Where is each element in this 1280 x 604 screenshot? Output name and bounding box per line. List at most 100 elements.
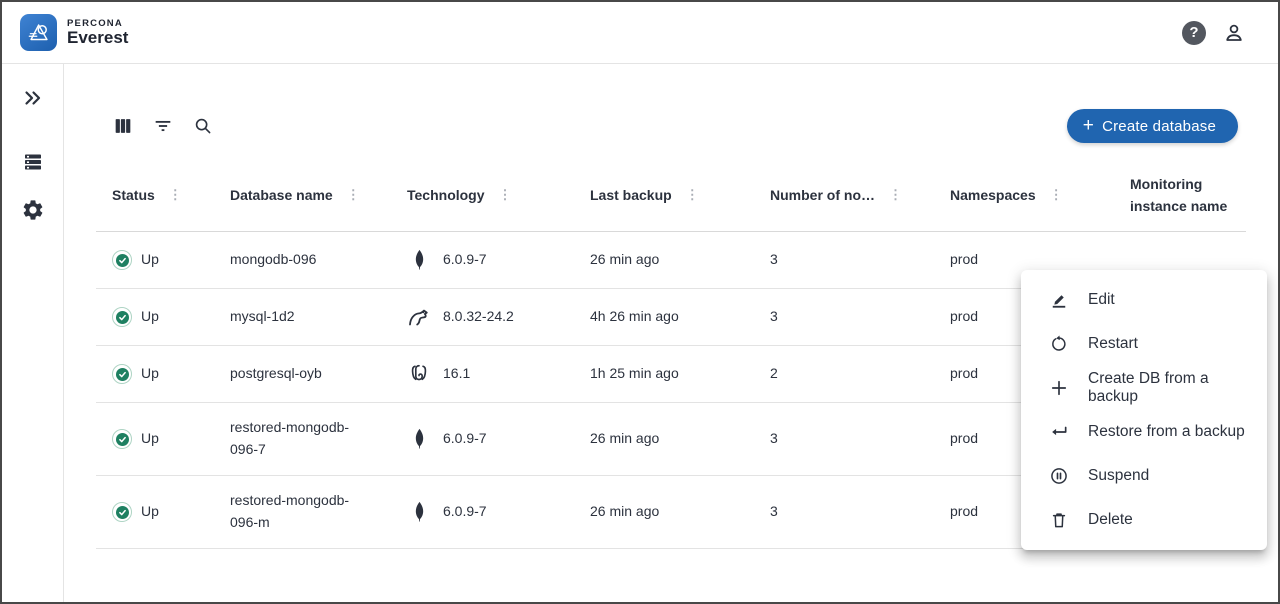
menu-item-label: Delete bbox=[1088, 511, 1133, 528]
table-row[interactable]: Up restored-mongodb-096-m 6.0.9-7 26 min… bbox=[96, 476, 1246, 549]
table-row[interactable]: Up mongodb-096 6.0.9-7 26 min ago 3 prod bbox=[96, 232, 1246, 289]
table-toolbar: + Create database bbox=[64, 64, 1278, 154]
mongodb-icon bbox=[407, 247, 431, 273]
menu-item-suspend[interactable]: Suspend bbox=[1021, 454, 1267, 498]
search-button[interactable] bbox=[183, 106, 223, 146]
last-backup: 1h 25 min ago bbox=[590, 365, 679, 382]
search-icon bbox=[195, 118, 211, 134]
plus-icon: + bbox=[1082, 114, 1095, 136]
status-label: Up bbox=[141, 251, 159, 268]
sidebar-item-databases[interactable] bbox=[13, 142, 53, 182]
status-up-icon bbox=[112, 364, 132, 384]
menu-item-label: Edit bbox=[1088, 291, 1115, 308]
column-menu-icon[interactable]: ⋮ bbox=[346, 187, 360, 203]
create-database-label: Create database bbox=[1102, 117, 1216, 135]
brand-everest: Everest bbox=[67, 27, 129, 47]
columns-icon bbox=[115, 119, 131, 133]
technology-version: 8.0.32-24.2 bbox=[443, 308, 514, 325]
column-header-technology: Technology ⋮ bbox=[391, 177, 574, 215]
menu-item-create-db-from-backup[interactable]: Create DB from a backup bbox=[1021, 366, 1267, 410]
status-label: Up bbox=[141, 365, 159, 382]
column-menu-icon[interactable]: ⋮ bbox=[498, 187, 512, 203]
table-row[interactable]: Up postgresql-oyb 16.1 1h 25 min ago 2 p… bbox=[96, 346, 1246, 403]
status-label: Up bbox=[141, 430, 159, 447]
menu-item-label: Create DB from a backup bbox=[1088, 370, 1209, 405]
status-up-icon bbox=[112, 250, 132, 270]
brand-text: PERCONA Everest bbox=[67, 17, 129, 47]
column-menu-icon[interactable]: ⋮ bbox=[168, 187, 182, 203]
top-app-bar: PERCONA Everest ? bbox=[2, 2, 1278, 64]
databases-table: Status ⋮ Database name ⋮ Technology ⋮ La… bbox=[96, 160, 1246, 549]
edit-icon bbox=[1049, 290, 1069, 310]
column-menu-icon[interactable]: ⋮ bbox=[889, 187, 902, 203]
status-up-icon bbox=[112, 502, 132, 522]
mysql-icon bbox=[407, 304, 431, 330]
table-row[interactable]: Up mysql-1d2 8.0.32-24.2 4h 26 min ago 3… bbox=[96, 289, 1246, 346]
number-of-nodes: 3 bbox=[770, 251, 778, 268]
plus-icon bbox=[1049, 378, 1069, 398]
column-menu-icon[interactable]: ⋮ bbox=[1049, 187, 1063, 203]
database-name[interactable]: mysql-1d2 bbox=[230, 308, 295, 325]
last-backup: 4h 26 min ago bbox=[590, 308, 679, 325]
namespace: prod bbox=[950, 430, 979, 447]
double-chevron-right-icon bbox=[24, 91, 40, 105]
technology-cell: 6.0.9-7 bbox=[391, 418, 574, 460]
trash-icon bbox=[1049, 510, 1069, 530]
menu-item-restart[interactable]: Restart bbox=[1021, 322, 1267, 366]
namespace: prod bbox=[950, 503, 979, 520]
last-backup: 26 min ago bbox=[590, 503, 660, 520]
menu-item-delete[interactable]: Delete bbox=[1021, 498, 1267, 542]
column-header-monitoring-instance-name: Monitoring instance name bbox=[1130, 175, 1228, 214]
technology-cell: 6.0.9-7 bbox=[391, 239, 574, 281]
technology-cell: 16.1 bbox=[391, 353, 574, 395]
table-row[interactable]: Up restored-mongodb-096-7 6.0.9-7 26 min… bbox=[96, 403, 1246, 476]
namespace: prod bbox=[950, 365, 979, 382]
status-cell: Up bbox=[96, 355, 214, 393]
brand-percona: PERCONA bbox=[67, 17, 123, 29]
database-name[interactable]: restored-mongodb-096-m bbox=[230, 492, 350, 530]
status-label: Up bbox=[141, 308, 159, 325]
user-icon bbox=[1226, 24, 1242, 41]
table-header-row: Status ⋮ Database name ⋮ Technology ⋮ La… bbox=[96, 160, 1246, 232]
left-sidebar bbox=[2, 64, 64, 602]
postgresql-icon bbox=[407, 361, 431, 387]
menu-item-label: Suspend bbox=[1088, 467, 1150, 484]
menu-item-label: Restart bbox=[1088, 335, 1138, 352]
technology-version: 6.0.9-7 bbox=[443, 430, 487, 447]
pause-circle-icon bbox=[1049, 466, 1069, 486]
technology-version: 16.1 bbox=[443, 365, 471, 382]
status-cell: Up bbox=[96, 420, 214, 458]
number-of-nodes: 3 bbox=[770, 503, 778, 520]
namespace: prod bbox=[950, 251, 979, 268]
menu-item-label: Restore from a backup bbox=[1088, 423, 1245, 440]
column-menu-icon[interactable]: ⋮ bbox=[685, 187, 699, 203]
column-header-number-of-nodes: Number of no… ⋮ bbox=[754, 177, 934, 215]
show-hide-columns-button[interactable] bbox=[103, 106, 143, 146]
help-icon: ? bbox=[1182, 20, 1206, 45]
percona-logo-icon[interactable] bbox=[20, 14, 57, 51]
database-name[interactable]: restored-mongodb-096-7 bbox=[230, 419, 350, 457]
last-backup: 26 min ago bbox=[590, 251, 660, 268]
help-button[interactable]: ? bbox=[1174, 13, 1214, 53]
user-account-button[interactable] bbox=[1214, 13, 1254, 53]
mongodb-icon bbox=[407, 499, 431, 525]
filter-button[interactable] bbox=[143, 106, 183, 146]
database-name[interactable]: postgresql-oyb bbox=[230, 365, 322, 382]
technology-cell: 8.0.32-24.2 bbox=[391, 296, 574, 338]
status-label: Up bbox=[141, 503, 159, 520]
sidebar-expand-button[interactable] bbox=[13, 78, 53, 118]
menu-item-restore-from-backup[interactable]: Restore from a backup bbox=[1021, 410, 1267, 454]
menu-item-edit[interactable]: Edit bbox=[1021, 278, 1267, 322]
sidebar-item-settings[interactable] bbox=[13, 190, 53, 230]
database-name[interactable]: mongodb-096 bbox=[230, 251, 317, 268]
column-header-database-name: Database name ⋮ bbox=[214, 177, 391, 215]
create-database-button[interactable]: + Create database bbox=[1066, 109, 1238, 143]
restart-icon bbox=[1049, 334, 1069, 354]
monitoring-instance-name bbox=[1114, 252, 1246, 268]
return-arrow-icon bbox=[1049, 422, 1069, 442]
column-header-namespaces: Namespaces ⋮ bbox=[934, 177, 1114, 215]
technology-cell: 6.0.9-7 bbox=[391, 491, 574, 533]
last-backup: 26 min ago bbox=[590, 430, 660, 447]
status-cell: Up bbox=[96, 298, 214, 336]
gear-icon bbox=[23, 200, 42, 220]
